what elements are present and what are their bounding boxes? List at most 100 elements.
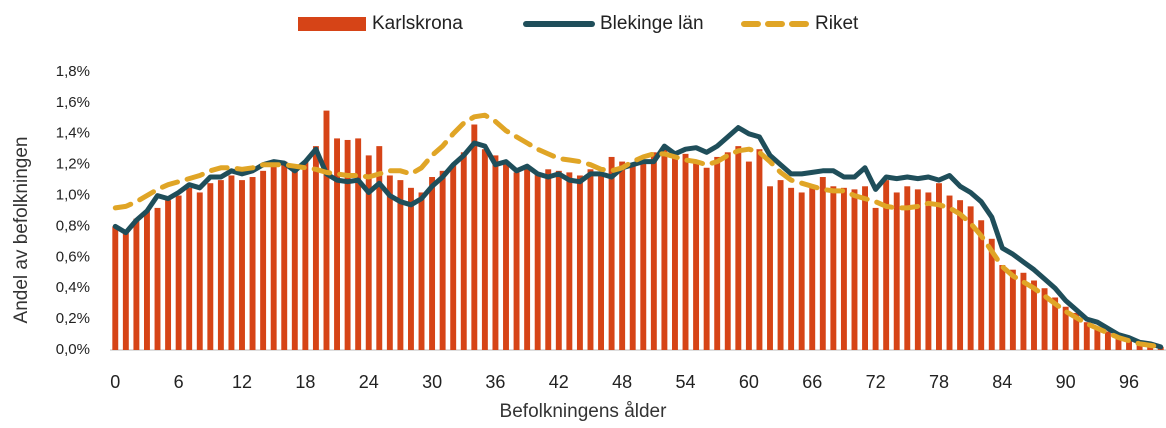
x-tick-label: 66 [802, 372, 822, 392]
x-tick-label: 18 [295, 372, 315, 392]
bar [999, 265, 1006, 350]
bar [883, 180, 890, 350]
bar [1052, 297, 1059, 350]
bar [862, 186, 868, 350]
bar [418, 192, 425, 350]
y-tick-label: 1,4% [56, 125, 90, 142]
bar [914, 189, 921, 350]
bar [756, 149, 763, 350]
bar [735, 146, 742, 350]
x-tick-label: 72 [866, 372, 886, 392]
bar [555, 170, 562, 350]
bar [872, 207, 879, 350]
bar [165, 200, 172, 350]
bar [819, 177, 826, 350]
bar [629, 164, 636, 350]
legend-label: Blekinge län [600, 13, 704, 34]
bar [682, 153, 689, 350]
bar [978, 220, 985, 350]
bar [777, 180, 784, 350]
x-tick-label: 84 [992, 372, 1012, 392]
x-tick-label: 90 [1056, 372, 1076, 392]
bar [154, 207, 161, 350]
bar [767, 186, 773, 350]
y-tick-label: 0,6% [56, 248, 90, 265]
bar [693, 161, 700, 350]
bar [936, 183, 942, 350]
bar [988, 238, 995, 350]
x-tick-label: 36 [485, 372, 505, 392]
bar [946, 195, 953, 350]
bar [587, 169, 594, 350]
bar [249, 177, 256, 350]
x-tick-label: 48 [612, 372, 632, 392]
bar [312, 146, 319, 350]
y-tick-label: 0,4% [56, 279, 90, 296]
bar [1083, 322, 1090, 350]
y-tick-label: 0,2% [56, 310, 90, 327]
y-axis-title: Andel av befolkningen [11, 137, 32, 324]
bar [460, 152, 467, 350]
x-tick-label: 6 [174, 372, 184, 392]
y-tick-label: 0,0% [56, 341, 90, 358]
bar [809, 186, 816, 350]
bar [830, 186, 837, 350]
bar [239, 180, 245, 350]
bar [397, 180, 404, 350]
bar [270, 164, 277, 350]
bar [429, 177, 436, 350]
bar [471, 124, 478, 350]
bar [492, 155, 499, 350]
x-tick-label: 24 [359, 372, 379, 392]
x-tick-label: 78 [929, 372, 949, 392]
bar [724, 152, 731, 350]
bar [112, 226, 119, 350]
bar [745, 161, 752, 350]
bar [196, 192, 203, 350]
x-tick-label: 60 [739, 372, 759, 392]
bar [672, 158, 678, 350]
bar [788, 187, 795, 350]
bar [281, 161, 288, 350]
bar [640, 163, 647, 350]
x-tick-label: 30 [422, 372, 442, 392]
bar [619, 161, 626, 350]
bar [1073, 312, 1080, 350]
bar [650, 152, 657, 350]
bar [323, 110, 330, 350]
bar [175, 195, 182, 350]
x-tick-label: 54 [676, 372, 696, 392]
bar [355, 138, 362, 350]
bar [503, 161, 509, 350]
bar [439, 170, 446, 350]
bar [957, 200, 964, 350]
bar [851, 189, 858, 350]
bar [1031, 280, 1037, 350]
bar [334, 138, 340, 350]
legend-label: Riket [815, 13, 859, 34]
bar [1126, 339, 1132, 350]
bar [703, 167, 710, 350]
bar [260, 170, 267, 350]
x-tick-label: 96 [1119, 372, 1139, 392]
bar [144, 211, 150, 350]
legend-swatch [298, 17, 366, 31]
bar [133, 218, 140, 350]
bar [904, 186, 911, 350]
bar [840, 187, 847, 350]
y-tick-label: 1,8% [56, 63, 90, 80]
y-tick-label: 0,8% [56, 217, 90, 234]
bar [386, 175, 393, 350]
bar [186, 187, 193, 350]
bar [576, 175, 583, 350]
bar [1020, 272, 1027, 350]
x-axis-title: Befolkningens ålder [500, 401, 668, 422]
bar [598, 172, 604, 350]
bar [1115, 336, 1122, 350]
bar [376, 146, 383, 350]
bar [714, 156, 721, 350]
bar [893, 192, 900, 350]
bar [1041, 288, 1048, 350]
bar [798, 192, 805, 350]
